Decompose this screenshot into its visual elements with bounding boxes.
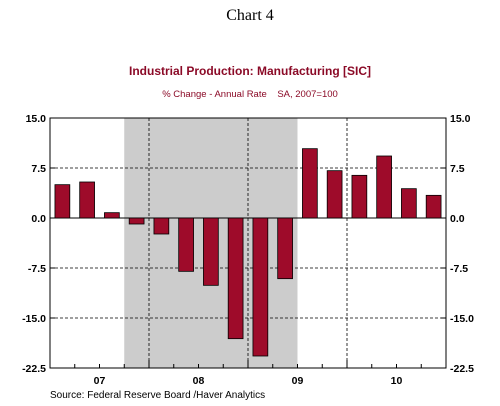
- bar-10Q1: [351, 174, 368, 219]
- x-tick-label: 08: [193, 375, 205, 387]
- y-tick-label-right: 0.0: [450, 213, 465, 225]
- x-tick-label: 07: [94, 375, 106, 387]
- chart-title: Industrial Production: Manufacturing [SI…: [129, 64, 371, 78]
- source-note: Source: Federal Reserve Board /Haver Ana…: [50, 390, 265, 401]
- bar-09Q3: [302, 148, 318, 219]
- bar-09Q4: [326, 170, 343, 219]
- y-tick-label-left: -22.5: [22, 363, 46, 375]
- x-tick-label: 09: [292, 375, 304, 387]
- bar-07Q2: [79, 181, 95, 219]
- bar-10Q2: [376, 155, 392, 219]
- y-tick-label-left: 7.5: [31, 163, 46, 175]
- y-tick-label-left: -7.5: [28, 263, 46, 275]
- bar-09Q2: [277, 217, 293, 280]
- bar-10Q3: [401, 188, 417, 219]
- y-tick-label-right: -15.0: [450, 313, 474, 325]
- y-tick-label-left: 15.0: [26, 113, 47, 125]
- bar-08Q4: [227, 217, 244, 340]
- y-tick-label-left: 0.0: [31, 213, 46, 225]
- page-header: Chart 4: [226, 7, 274, 24]
- x-tick-label: 10: [391, 375, 403, 387]
- bar-07Q1: [54, 184, 71, 219]
- bar-08Q1: [153, 217, 170, 235]
- bar-08Q2: [178, 217, 194, 272]
- y-tick-label-right: 15.0: [450, 113, 471, 125]
- bar-08Q3: [203, 217, 219, 286]
- bar-07Q3: [104, 212, 120, 219]
- y-tick-label-right: -22.5: [450, 363, 474, 375]
- bar-10Q4: [425, 194, 442, 219]
- bar-07Q4: [128, 217, 145, 225]
- y-tick-label-right: -7.5: [450, 263, 468, 275]
- chart-subtitle: % Change - Annual Rate SA, 2007=100: [162, 89, 338, 100]
- plot-area: 15.0 15.0 7.5 7.5 0.0 0.0 -7.5 -7.5 -15.0 -15.0 -2…: [22, 113, 474, 387]
- y-tick-label-left: -15.0: [22, 313, 46, 325]
- y-tick-label-right: 7.5: [450, 163, 465, 175]
- bar-09Q1: [252, 217, 269, 357]
